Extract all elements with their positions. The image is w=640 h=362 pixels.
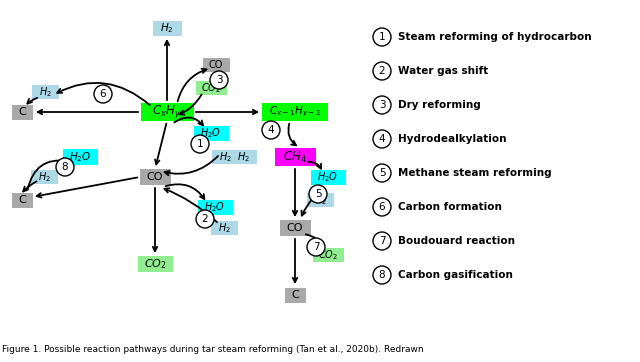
Circle shape (373, 198, 391, 216)
Text: $C_xH_y$: $C_xH_y$ (152, 104, 182, 121)
FancyBboxPatch shape (211, 221, 237, 235)
Text: $H_2$: $H_2$ (38, 85, 51, 99)
Text: CO: CO (287, 223, 303, 233)
Text: 4: 4 (379, 134, 385, 144)
Circle shape (307, 238, 325, 256)
Text: $CO_2$: $CO_2$ (201, 81, 221, 95)
Text: C: C (18, 195, 26, 205)
Text: 6: 6 (100, 89, 106, 99)
Text: 3: 3 (379, 100, 385, 110)
FancyBboxPatch shape (285, 287, 305, 303)
FancyBboxPatch shape (310, 169, 346, 185)
Text: $H_2O$: $H_2O$ (204, 200, 226, 214)
Text: Water gas shift: Water gas shift (398, 66, 488, 76)
FancyBboxPatch shape (275, 148, 316, 166)
Circle shape (309, 185, 327, 203)
Text: $H_2O$: $H_2O$ (200, 126, 221, 140)
FancyBboxPatch shape (193, 126, 228, 140)
FancyBboxPatch shape (262, 103, 328, 121)
FancyBboxPatch shape (12, 193, 33, 207)
Text: $H_2O$: $H_2O$ (317, 170, 339, 184)
Text: $CO_2$: $CO_2$ (143, 257, 166, 271)
Text: 2: 2 (379, 66, 385, 76)
Text: Carbon formation: Carbon formation (398, 202, 502, 212)
FancyBboxPatch shape (312, 248, 344, 262)
FancyBboxPatch shape (63, 149, 97, 165)
Text: 8: 8 (61, 162, 68, 172)
FancyBboxPatch shape (195, 81, 227, 95)
FancyBboxPatch shape (31, 85, 58, 99)
FancyBboxPatch shape (307, 193, 333, 207)
Text: 1: 1 (196, 139, 204, 149)
Text: $CH_4$: $CH_4$ (283, 150, 307, 165)
Text: 5: 5 (379, 168, 385, 178)
Circle shape (373, 62, 391, 80)
Text: CO: CO (147, 172, 163, 182)
Text: $CO_2$: $CO_2$ (318, 248, 338, 262)
Text: Dry reforming: Dry reforming (398, 100, 481, 110)
Text: CO: CO (209, 60, 223, 70)
Text: 6: 6 (379, 202, 385, 212)
Text: 7: 7 (313, 242, 319, 252)
Text: 4: 4 (268, 125, 275, 135)
Circle shape (373, 130, 391, 148)
Text: 3: 3 (216, 75, 222, 85)
FancyBboxPatch shape (211, 150, 239, 164)
Text: 8: 8 (379, 270, 385, 280)
Text: Figure 1. Possible reaction pathways during tar steam reforming (Tan et al., 202: Figure 1. Possible reaction pathways dur… (2, 345, 424, 354)
Circle shape (373, 266, 391, 284)
Circle shape (262, 121, 280, 139)
Text: $H_2O$: $H_2O$ (68, 150, 92, 164)
Text: C: C (291, 290, 299, 300)
Text: $H_2$: $H_2$ (38, 170, 51, 184)
Circle shape (373, 164, 391, 182)
FancyBboxPatch shape (202, 58, 230, 72)
Text: Methane steam reforming: Methane steam reforming (398, 168, 552, 178)
Circle shape (373, 28, 391, 46)
Circle shape (210, 71, 228, 89)
Circle shape (196, 210, 214, 228)
FancyBboxPatch shape (140, 169, 170, 185)
Text: $H_2$: $H_2$ (314, 193, 326, 207)
FancyBboxPatch shape (152, 21, 182, 35)
FancyBboxPatch shape (280, 220, 310, 236)
Text: $C_{x-1}H_{y-2}$: $C_{x-1}H_{y-2}$ (269, 105, 321, 119)
Text: 7: 7 (379, 236, 385, 246)
FancyBboxPatch shape (31, 170, 58, 184)
Circle shape (94, 85, 112, 103)
Text: 2: 2 (202, 214, 208, 224)
Text: Hydrodealkylation: Hydrodealkylation (398, 134, 506, 144)
FancyBboxPatch shape (138, 256, 173, 272)
FancyBboxPatch shape (230, 150, 257, 164)
FancyBboxPatch shape (141, 103, 193, 121)
Circle shape (191, 135, 209, 153)
Text: 5: 5 (315, 189, 321, 199)
Text: $H_2$: $H_2$ (219, 150, 232, 164)
Text: $H_2$: $H_2$ (218, 221, 230, 235)
Text: Carbon gasification: Carbon gasification (398, 270, 513, 280)
Text: C: C (18, 107, 26, 117)
Text: Steam reforming of hydrocarbon: Steam reforming of hydrocarbon (398, 32, 591, 42)
FancyBboxPatch shape (12, 105, 33, 119)
FancyBboxPatch shape (198, 199, 232, 215)
Text: $H_2$: $H_2$ (237, 150, 250, 164)
Circle shape (373, 232, 391, 250)
Circle shape (373, 96, 391, 114)
Text: $H_2$: $H_2$ (160, 21, 174, 35)
Text: 1: 1 (379, 32, 385, 42)
Text: Boudouard reaction: Boudouard reaction (398, 236, 515, 246)
Circle shape (56, 158, 74, 176)
